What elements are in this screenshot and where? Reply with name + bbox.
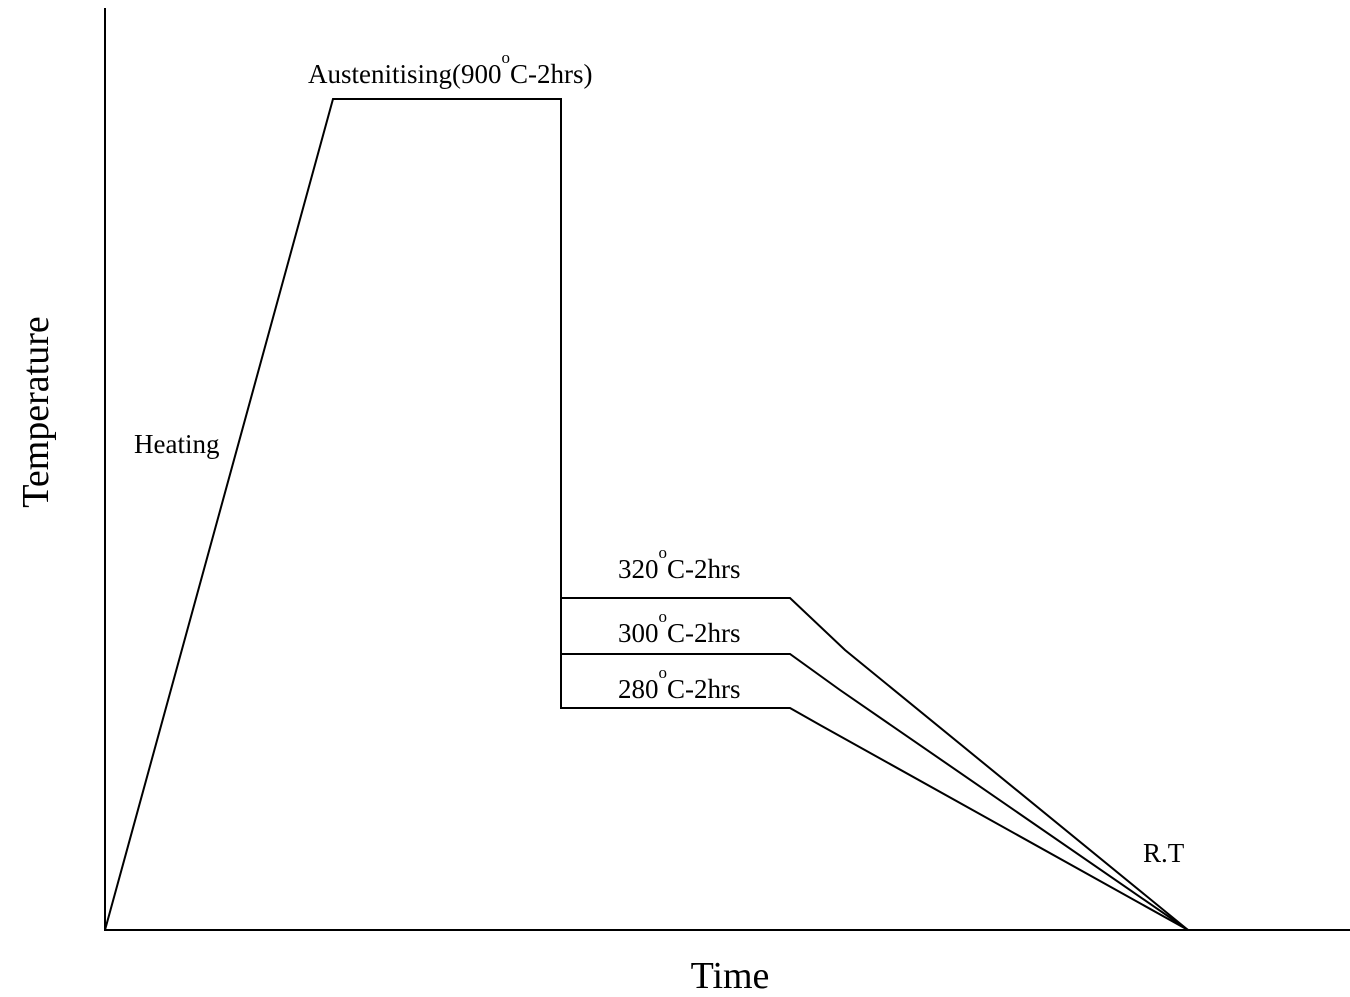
hold-300-degree-mark: o — [659, 607, 668, 626]
hold-280-label: 280oC-2hrs — [618, 663, 741, 704]
hold-320-degree-mark: o — [659, 543, 668, 562]
hold-280-duration: C-2hrs — [667, 674, 741, 704]
hold-320-duration: C-2hrs — [667, 554, 741, 584]
profile-280 — [560, 598, 1189, 931]
hold-300-duration: C-2hrs — [667, 618, 741, 648]
profile-320 — [104, 98, 1189, 931]
room-temperature-label: R.T — [1143, 838, 1185, 868]
hold-320-temperature: 320 — [618, 554, 659, 584]
y-axis-title: Temperature — [15, 316, 57, 507]
profile-300 — [561, 653, 1189, 931]
x-axis-title: Time — [691, 955, 770, 997]
hold-280-temperature: 280 — [618, 674, 659, 704]
hold-320-label: 320oC-2hrs — [618, 543, 741, 584]
hold-280-degree-mark: o — [659, 663, 668, 682]
austenitising-label: Austenitising(900oC-2hrs) — [308, 48, 593, 89]
hold-300-temperature: 300 — [618, 618, 659, 648]
hold-300-label: 300oC-2hrs — [618, 607, 741, 648]
austenitising-label-prefix: Austenitising(900 — [308, 59, 502, 89]
austenitising-label-suffix: C-2hrs) — [510, 59, 593, 89]
heating-label: Heating — [134, 429, 219, 459]
austenitising-degree-mark: o — [502, 48, 511, 67]
